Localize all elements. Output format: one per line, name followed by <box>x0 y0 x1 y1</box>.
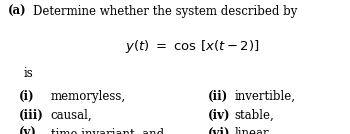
Text: stable,: stable, <box>234 109 274 122</box>
Text: linear.: linear. <box>234 127 272 134</box>
Text: (a): (a) <box>8 5 26 18</box>
Text: Determine whether the system described by: Determine whether the system described b… <box>33 5 298 18</box>
Text: (iii): (iii) <box>19 109 44 122</box>
Text: (ii): (ii) <box>208 90 229 103</box>
Text: memoryless,: memoryless, <box>51 90 126 103</box>
Text: time invariant, and: time invariant, and <box>51 127 164 134</box>
Text: (iv): (iv) <box>208 109 231 122</box>
Text: (vi): (vi) <box>208 127 231 134</box>
Text: invertible,: invertible, <box>234 90 295 103</box>
Text: (i): (i) <box>19 90 35 103</box>
Text: is: is <box>24 67 34 80</box>
Text: (v): (v) <box>19 127 37 134</box>
Text: $\mathit{y}(\mathit{t})\ =\ \cos\,[\mathit{x}(\mathit{t}-2)]$: $\mathit{y}(\mathit{t})\ =\ \cos\,[\math… <box>125 38 260 55</box>
Text: causal,: causal, <box>51 109 92 122</box>
